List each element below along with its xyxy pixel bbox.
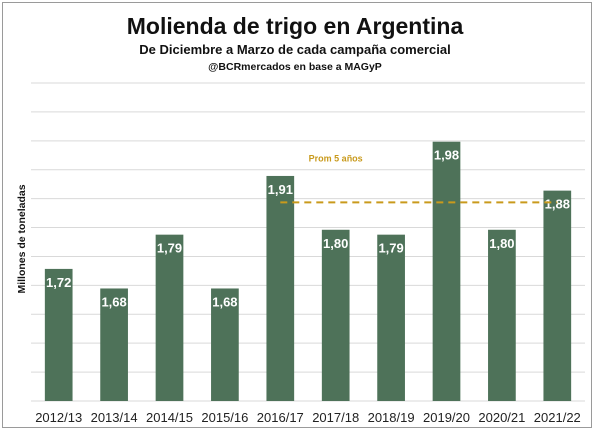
average-label: Prom 5 años [309, 153, 363, 163]
average-line-group: Prom 5 años [280, 153, 558, 204]
bar-value-label: 1,80 [323, 236, 348, 251]
bar [543, 190, 572, 401]
bar-value-label: 1,88 [545, 197, 570, 212]
bar-value-label: 1,72 [46, 275, 71, 290]
bar-value-label: 1,98 [434, 148, 459, 163]
bar [377, 234, 405, 401]
x-tick-label: 2017/18 [312, 410, 359, 425]
x-tick-label: 2020/21 [478, 410, 525, 425]
x-tick-label: 2018/19 [368, 410, 415, 425]
x-tick-label: 2015/16 [201, 410, 248, 425]
x-tick-label: 2012/13 [35, 410, 82, 425]
bars: 1,72 1,68 1,79 1,68 1,91 1,80 1,79 1,98 1,80 1,88 [44, 141, 572, 401]
bar-value-label: 1,80 [489, 236, 514, 251]
chart: Molienda de trigo en Argentina De Diciem… [16, 13, 585, 425]
x-tick-label: 2021/22 [534, 410, 581, 425]
bar-value-label: 1,91 [268, 182, 293, 197]
chart-frame: Molienda de trigo en Argentina De Diciem… [2, 2, 592, 428]
x-tick-label: 2014/15 [146, 410, 193, 425]
bar-value-label: 1,79 [378, 241, 403, 256]
chart-title: Molienda de trigo en Argentina [127, 13, 464, 39]
x-tick-label: 2016/17 [257, 410, 304, 425]
y-axis-label: Millones de toneladas [16, 184, 28, 293]
bar [432, 141, 461, 401]
bar [100, 288, 128, 401]
bar [155, 234, 184, 401]
x-tick-label: 2013/14 [91, 410, 138, 425]
bar [266, 175, 295, 401]
x-tick-label: 2019/20 [423, 410, 470, 425]
bar-value-label: 1,79 [157, 241, 182, 256]
chart-source: @BCRmercados en base a MAGyP [208, 61, 382, 73]
bar-value-label: 1,68 [212, 294, 237, 309]
bar [211, 288, 239, 401]
bar [44, 268, 73, 401]
chart-subtitle: De Diciembre a Marzo de cada campaña com… [139, 42, 450, 57]
bar [488, 229, 516, 401]
x-axis-ticks: 2012/13 2013/14 2014/15 2015/16 2016/17 2017/… [35, 410, 581, 425]
bar-value-label: 1,68 [101, 294, 126, 309]
bar [321, 229, 350, 401]
